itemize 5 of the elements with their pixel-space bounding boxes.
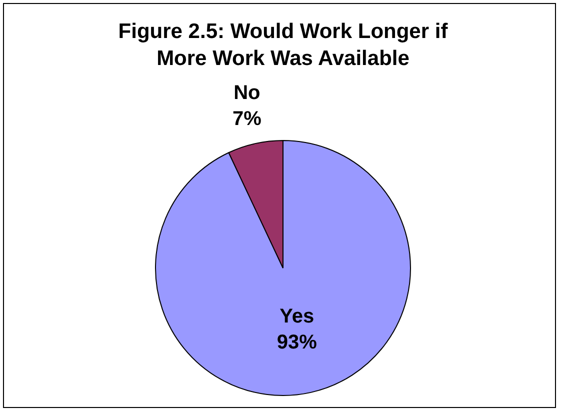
- slice-label: Yes: [280, 306, 314, 328]
- data-label: 7%: [232, 108, 262, 130]
- data-label: 93%: [276, 332, 318, 354]
- slice-label: No: [234, 82, 260, 104]
- chart-title: Figure 2.5: Would Work Longer if More Work Was Available: [117, 19, 449, 72]
